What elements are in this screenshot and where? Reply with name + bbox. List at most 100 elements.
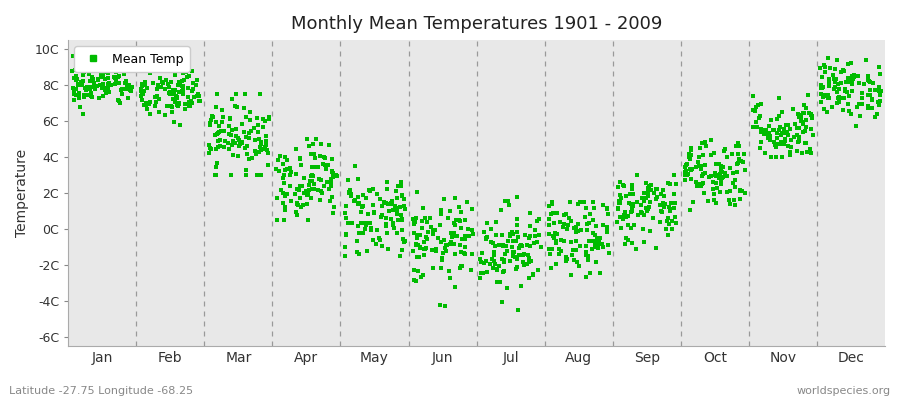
Point — [613, 178, 627, 185]
Point — [678, 164, 692, 170]
Point — [212, 122, 226, 129]
Point — [289, 209, 303, 216]
Point — [96, 85, 111, 92]
Point — [235, 120, 249, 127]
Point — [842, 77, 857, 84]
Point — [714, 168, 728, 174]
Point — [290, 200, 304, 207]
Point — [134, 87, 148, 94]
Point — [580, 221, 594, 227]
Point — [545, 201, 560, 207]
Point — [775, 130, 789, 136]
Point — [550, 209, 564, 216]
Point — [283, 183, 297, 189]
Point — [188, 82, 202, 88]
Point — [804, 112, 818, 118]
Point — [228, 103, 242, 110]
Point — [634, 202, 649, 208]
Point — [850, 104, 864, 110]
Point — [257, 118, 272, 124]
Point — [111, 74, 125, 80]
Point — [347, 196, 362, 203]
Point — [714, 171, 728, 177]
Point — [176, 83, 190, 90]
Point — [176, 82, 190, 89]
Point — [216, 114, 230, 120]
Point — [494, 298, 508, 305]
Point — [98, 87, 112, 94]
Point — [507, 249, 521, 256]
Point — [243, 109, 257, 115]
Point — [426, 227, 440, 234]
Point — [396, 236, 410, 242]
Point — [520, 252, 535, 258]
Point — [296, 175, 310, 182]
Point — [708, 172, 723, 178]
Point — [407, 221, 421, 228]
Point — [761, 134, 776, 141]
Point — [831, 81, 845, 87]
Point — [209, 172, 223, 178]
Point — [684, 167, 698, 173]
Point — [258, 138, 273, 144]
Point — [861, 105, 876, 111]
Point — [325, 209, 339, 216]
Point — [715, 163, 729, 170]
Point — [506, 237, 520, 244]
Point — [139, 79, 153, 86]
Point — [617, 183, 632, 189]
Point — [617, 212, 632, 218]
Point — [458, 216, 473, 223]
Point — [548, 237, 562, 244]
Point — [314, 141, 328, 147]
Point — [258, 142, 273, 148]
Point — [857, 80, 871, 87]
Point — [561, 222, 575, 228]
Point — [68, 77, 83, 83]
Point — [752, 115, 766, 121]
Point — [599, 229, 614, 235]
Point — [874, 88, 888, 95]
Point — [143, 111, 157, 118]
Point — [589, 222, 603, 229]
Point — [865, 97, 879, 104]
Point — [419, 219, 434, 225]
Point — [326, 170, 340, 176]
Point — [426, 265, 440, 272]
Point — [625, 240, 639, 246]
Point — [374, 196, 388, 202]
Point — [385, 201, 400, 207]
Point — [653, 202, 668, 208]
Point — [731, 160, 745, 167]
Point — [210, 160, 224, 166]
Point — [763, 117, 778, 124]
Point — [579, 205, 593, 211]
Point — [350, 249, 365, 256]
Point — [112, 100, 127, 106]
Point — [868, 87, 882, 93]
Point — [717, 148, 732, 154]
Point — [526, 270, 540, 277]
Point — [448, 284, 463, 290]
Point — [825, 104, 840, 110]
Point — [817, 92, 832, 99]
Point — [792, 134, 806, 140]
Point — [736, 151, 751, 157]
Point — [220, 140, 235, 146]
Point — [480, 234, 494, 240]
Point — [225, 96, 239, 102]
Point — [600, 210, 615, 217]
Point — [559, 254, 573, 260]
Point — [418, 215, 433, 221]
Point — [120, 82, 134, 88]
Point — [393, 183, 408, 189]
Point — [797, 102, 812, 108]
Point — [378, 220, 392, 227]
Point — [497, 259, 511, 266]
Point — [616, 182, 630, 189]
Point — [122, 82, 137, 88]
Point — [83, 78, 97, 85]
Point — [530, 239, 544, 246]
Point — [133, 92, 148, 99]
Title: Monthly Mean Temperatures 1901 - 2009: Monthly Mean Temperatures 1901 - 2009 — [291, 15, 662, 33]
